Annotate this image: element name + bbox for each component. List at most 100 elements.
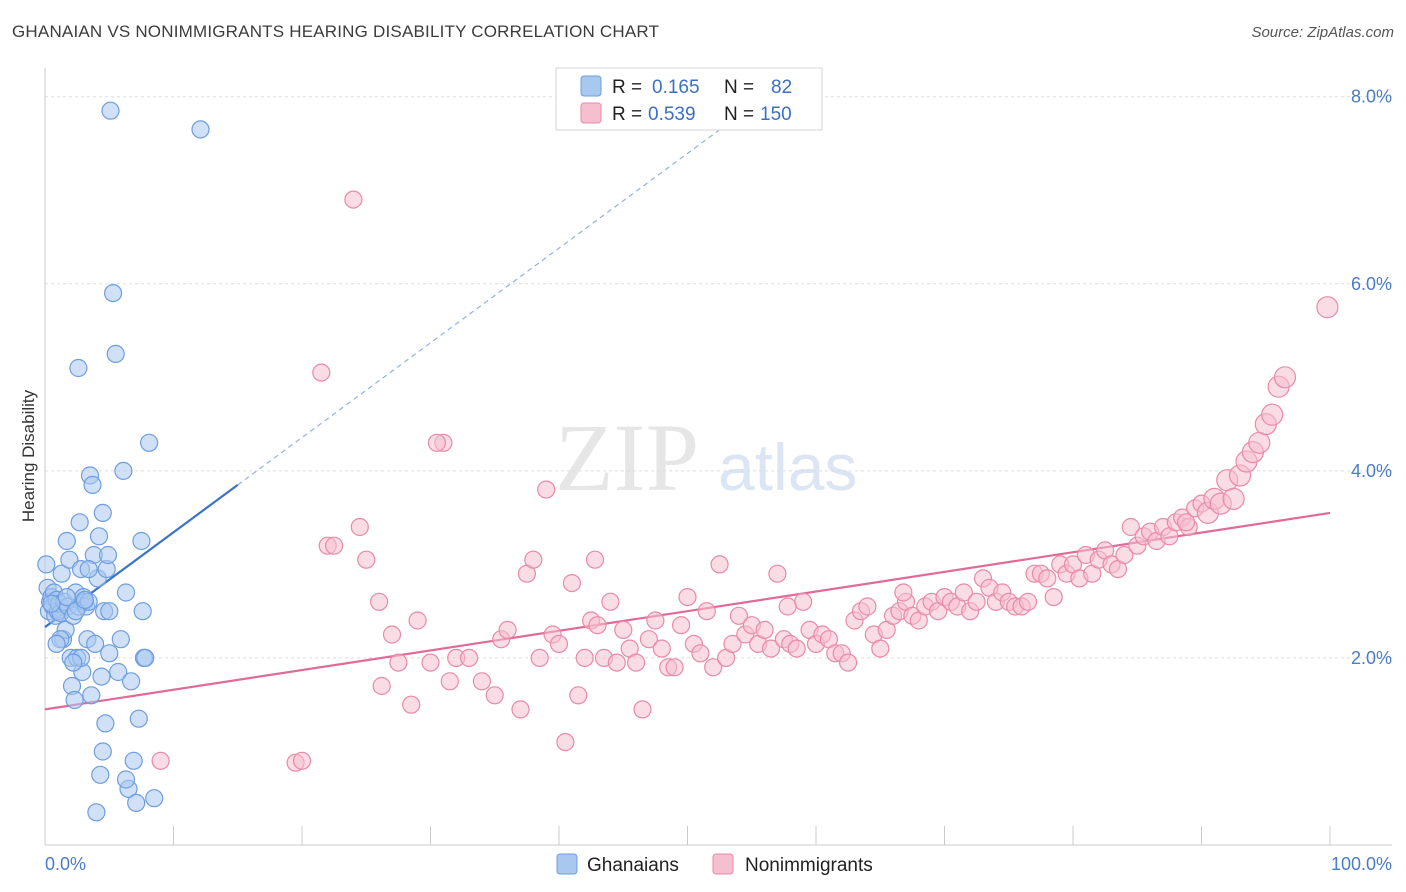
data-points <box>37 101 1339 822</box>
trend-line-nonimmigrants <box>44 511 1331 711</box>
point-nonimmigrants <box>761 639 781 658</box>
point-nonimmigrants <box>1261 403 1284 426</box>
point-ghanaians <box>93 742 112 761</box>
point-nonimmigrants <box>871 639 890 658</box>
point-nonimmigrants <box>793 592 813 611</box>
point-nonimmigrants <box>601 592 620 611</box>
point-ghanaians <box>129 709 148 728</box>
legend-n-label: N = <box>724 104 754 125</box>
legend-bottom-label-nonimmigrants: Nonimmigrants <box>745 855 873 876</box>
point-ghanaians <box>109 662 128 682</box>
point-nonimmigrants <box>614 620 633 640</box>
point-nonimmigrants <box>460 648 479 668</box>
point-ghanaians <box>70 513 89 532</box>
point-ghanaians <box>98 545 118 565</box>
point-ghanaians <box>92 667 111 686</box>
point-ghanaians <box>79 559 98 579</box>
point-ghanaians <box>65 690 84 710</box>
point-nonimmigrants <box>556 732 575 752</box>
source-label: Source: ZipAtlas.com <box>1251 24 1394 41</box>
axes <box>44 68 1392 846</box>
point-nonimmigrants <box>646 611 665 630</box>
x-tick-label: 100.0% <box>1331 854 1392 874</box>
point-nonimmigrants <box>1222 487 1245 510</box>
point-ghanaians <box>52 564 71 583</box>
y-tick-labels: 2.0% 4.0% 6.0% 8.0% <box>1351 87 1392 668</box>
point-nonimmigrants <box>652 639 671 658</box>
legend-n-label: N = <box>724 77 754 98</box>
point-nonimmigrants <box>588 616 607 635</box>
point-ghanaians <box>82 686 101 705</box>
point-nonimmigrants <box>671 616 691 635</box>
point-nonimmigrants <box>472 672 491 691</box>
point-nonimmigrants <box>325 536 344 555</box>
point-ghanaians <box>83 475 102 494</box>
legend-n-value: 82 <box>771 77 792 98</box>
point-nonimmigrants <box>894 583 913 602</box>
point-nonimmigrants <box>372 676 391 696</box>
point-ghanaians <box>96 714 115 733</box>
point-nonimmigrants <box>511 700 530 719</box>
point-nonimmigrants <box>697 602 716 621</box>
point-ghanaians <box>57 531 76 551</box>
point-ghanaians <box>116 770 136 789</box>
point-nonimmigrants <box>549 634 569 654</box>
point-nonimmigrants <box>1115 545 1134 565</box>
y-tick-label: 6.0% <box>1351 274 1392 294</box>
trend-extension-ghanaians <box>237 105 753 486</box>
legend-r-label: R = <box>612 104 642 125</box>
point-ghanaians <box>106 344 125 363</box>
point-ghanaians <box>87 803 106 822</box>
point-ghanaians <box>64 653 83 672</box>
point-nonimmigrants <box>755 620 774 640</box>
point-nonimmigrants <box>344 190 363 209</box>
point-nonimmigrants <box>569 686 588 705</box>
point-ghanaians <box>85 634 105 654</box>
point-nonimmigrants <box>389 653 408 672</box>
point-nonimmigrants <box>633 700 652 719</box>
point-nonimmigrants <box>967 592 986 611</box>
point-ghanaians <box>69 358 88 378</box>
point-ghanaians <box>75 590 94 610</box>
point-ghanaians <box>114 461 133 480</box>
grid-lines <box>45 96 1392 659</box>
point-nonimmigrants <box>607 653 626 672</box>
legend-r-value: 0.539 <box>648 104 696 125</box>
point-ghanaians <box>191 120 210 139</box>
point-nonimmigrants <box>292 751 312 770</box>
point-nonimmigrants <box>1018 592 1038 611</box>
point-ghanaians <box>111 630 130 649</box>
point-ghanaians <box>101 101 120 120</box>
point-nonimmigrants <box>357 550 376 569</box>
point-nonimmigrants <box>954 583 973 602</box>
point-nonimmigrants <box>151 751 170 770</box>
point-nonimmigrants <box>710 555 729 574</box>
point-nonimmigrants <box>427 433 446 452</box>
point-nonimmigrants <box>639 630 659 649</box>
point-ghanaians <box>122 672 141 691</box>
point-nonimmigrants <box>402 695 421 714</box>
legend-top: R = 0.165 N = 82 R = 0.539 N = 150 <box>555 67 823 131</box>
point-nonimmigrants <box>350 517 369 537</box>
point-nonimmigrants <box>1176 513 1196 532</box>
point-nonimmigrants <box>585 550 605 569</box>
point-nonimmigrants <box>704 658 723 677</box>
point-ghanaians <box>132 531 151 551</box>
legend-bottom-swatch-ghanaians <box>556 853 578 875</box>
point-ghanaians <box>127 793 146 813</box>
point-nonimmigrants <box>729 606 749 625</box>
point-ghanaians <box>93 503 112 523</box>
legend-r-label: R = <box>612 77 642 98</box>
point-nonimmigrants <box>626 653 646 672</box>
y-tick-label: 2.0% <box>1351 648 1392 668</box>
point-nonimmigrants <box>665 658 684 677</box>
legend-bottom-swatch-nonimmigrants <box>712 853 734 875</box>
point-ghanaians <box>116 583 136 602</box>
point-nonimmigrants <box>678 587 697 607</box>
point-nonimmigrants <box>382 625 402 644</box>
point-ghanaians <box>91 765 110 784</box>
legend-n-value: 150 <box>760 104 792 125</box>
point-nonimmigrants <box>691 644 710 663</box>
point-ghanaians <box>89 527 109 546</box>
